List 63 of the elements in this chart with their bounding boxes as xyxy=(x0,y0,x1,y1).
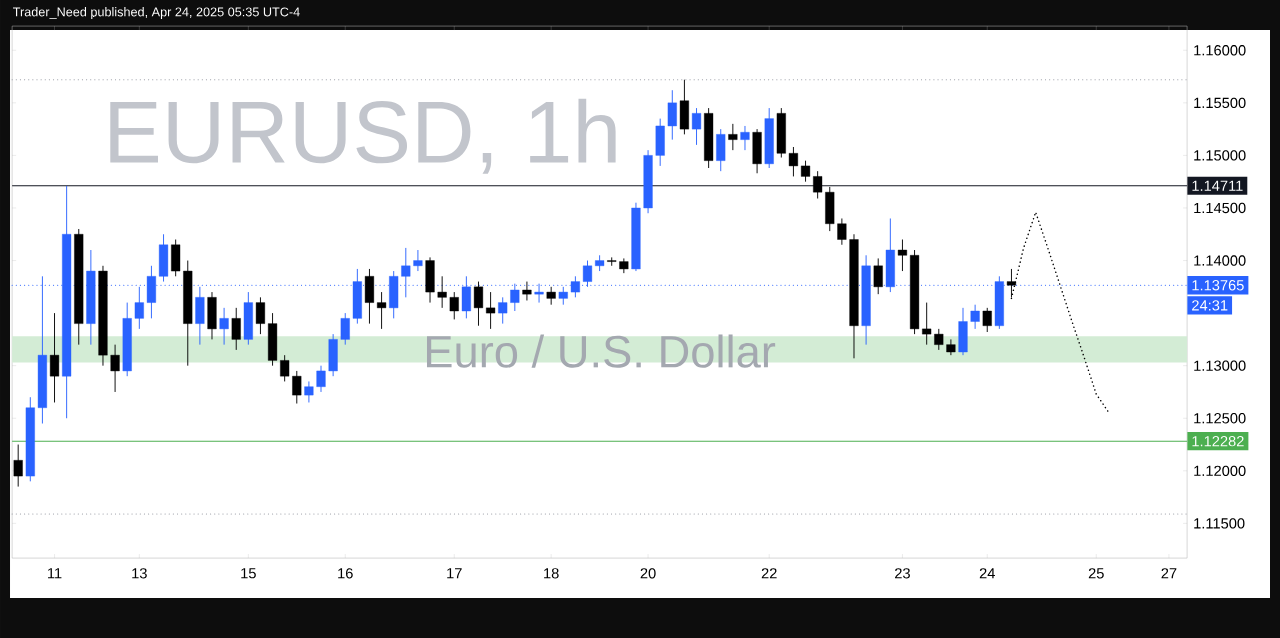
candlestick xyxy=(110,344,120,393)
text: EURUSD, 1h xyxy=(110,98,616,174)
x-tick-label: 11 xyxy=(48,568,62,579)
candlestick xyxy=(219,307,229,346)
candlestick xyxy=(377,291,387,330)
candlestick xyxy=(255,296,266,335)
candlestick xyxy=(437,275,447,309)
ref-line-label: 1.12282 xyxy=(1192,435,1244,447)
candlestick xyxy=(49,312,60,403)
x-tick-label: 27 xyxy=(1161,568,1177,579)
candlestick xyxy=(946,338,956,356)
x-tick-label: 24 xyxy=(979,568,995,579)
candlestick xyxy=(498,296,508,325)
candlestick xyxy=(873,257,883,295)
candlestick xyxy=(231,307,241,351)
y-tick-label: 1.13000 xyxy=(1194,360,1246,371)
candlestick xyxy=(982,307,992,333)
candlestick xyxy=(340,312,350,346)
candlestick xyxy=(691,107,702,146)
y-tick-label: 1.12000 xyxy=(1194,465,1246,477)
ref-line-label: 1.14711 xyxy=(1192,180,1243,191)
y-tick-label: 1.15000 xyxy=(1194,150,1246,161)
candlestick xyxy=(800,160,811,183)
candlestick xyxy=(134,286,144,330)
candlestick xyxy=(449,291,459,320)
text: Euro / U.S. Dollar xyxy=(426,334,776,368)
candlestick xyxy=(13,444,23,488)
text: Trader_Need published, Apr 24, 2025 05:35 UTC-4 xyxy=(13,7,300,19)
x-tick-label: 18 xyxy=(544,568,559,579)
candlestick xyxy=(413,249,423,272)
y-tick-label: 1.11500 xyxy=(1194,518,1245,529)
ref-line-label: 1.13765 xyxy=(1192,280,1244,291)
candlestick xyxy=(922,302,932,346)
candlestick xyxy=(292,370,302,404)
candlestick xyxy=(934,328,944,351)
candlestick xyxy=(316,365,326,393)
x-tick-label: 17 xyxy=(447,568,462,579)
candlestick xyxy=(897,239,908,272)
x-tick-label: 23 xyxy=(895,568,910,579)
candlestick xyxy=(788,146,798,177)
x-tick-label: 20 xyxy=(640,568,656,579)
y-tick-label: 1.14000 xyxy=(1194,255,1246,266)
candlestick xyxy=(486,291,496,330)
x-tick-label: 22 xyxy=(761,568,777,579)
y-tick-label: 1.14500 xyxy=(1194,202,1246,214)
x-tick-label: 25 xyxy=(1088,568,1104,579)
candlestick xyxy=(728,123,738,151)
candlestick xyxy=(473,281,484,327)
candlestick xyxy=(837,218,847,246)
x-tick-label: 13 xyxy=(132,568,147,579)
x-tick-label: 15 xyxy=(241,568,256,579)
candlestick xyxy=(522,281,532,301)
candlestick xyxy=(740,125,750,151)
candlestick xyxy=(304,380,314,403)
y-tick-label: 1.16000 xyxy=(1194,45,1246,56)
candlestick xyxy=(970,304,980,330)
candlestick xyxy=(813,170,823,199)
x-tick-label: 16 xyxy=(338,568,353,579)
candlestick xyxy=(667,89,677,141)
text: 24:31 xyxy=(1192,300,1228,311)
y-tick-label: 1.12500 xyxy=(1194,413,1246,424)
y-tick-label: 1.15500 xyxy=(1194,97,1246,109)
candlestick xyxy=(280,354,290,382)
